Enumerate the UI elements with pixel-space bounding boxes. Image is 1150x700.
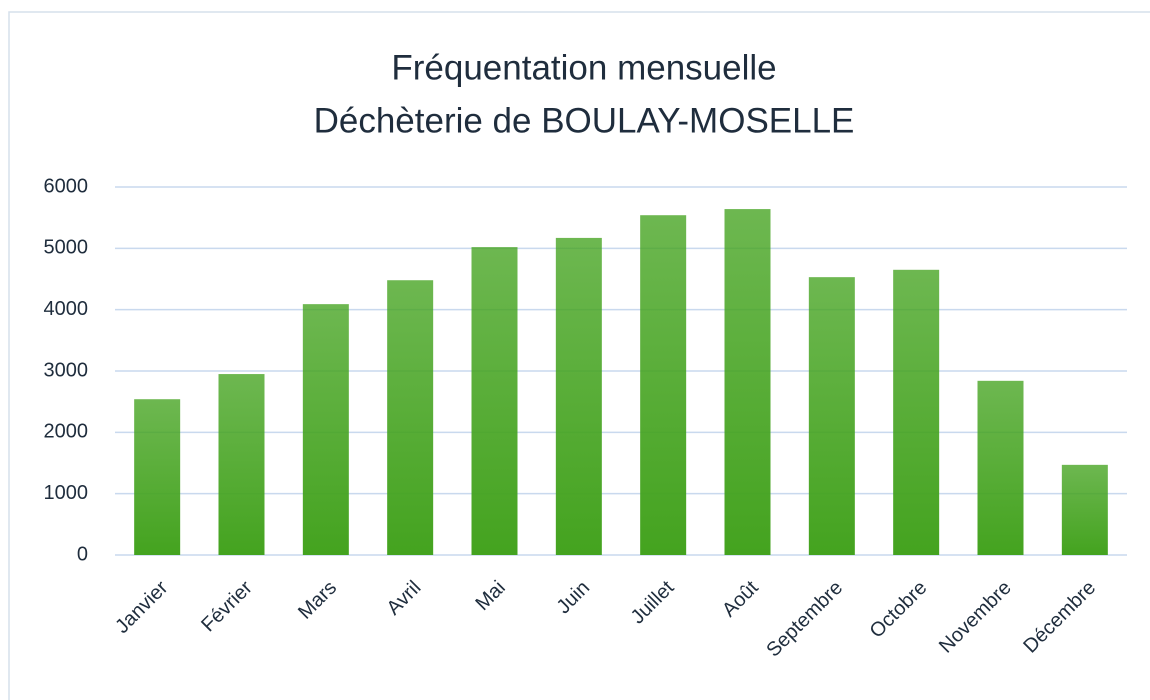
- bar: [808, 277, 855, 555]
- bar: [724, 209, 771, 555]
- bar: [640, 215, 687, 556]
- bar: [555, 237, 602, 555]
- bar: [471, 247, 518, 555]
- bar: [302, 304, 349, 555]
- y-tick-label: 5000: [44, 237, 89, 259]
- y-tick-label: 6000: [44, 175, 89, 197]
- y-tick-label: 1000: [44, 482, 89, 504]
- bar: [1061, 464, 1108, 555]
- bar: [134, 399, 181, 555]
- bar: [977, 380, 1024, 555]
- chart-title: Fréquentation mensuelle: [391, 48, 776, 87]
- bar: [387, 280, 434, 555]
- y-tick-label: 3000: [44, 359, 89, 381]
- y-tick-label: 2000: [44, 421, 89, 443]
- y-tick-label: 0: [77, 543, 88, 565]
- bar: [893, 269, 940, 555]
- y-tick-label: 4000: [44, 298, 89, 320]
- bar: [218, 374, 265, 555]
- chart-subtitle: Déchèterie de BOULAY-MOSELLE: [314, 101, 855, 140]
